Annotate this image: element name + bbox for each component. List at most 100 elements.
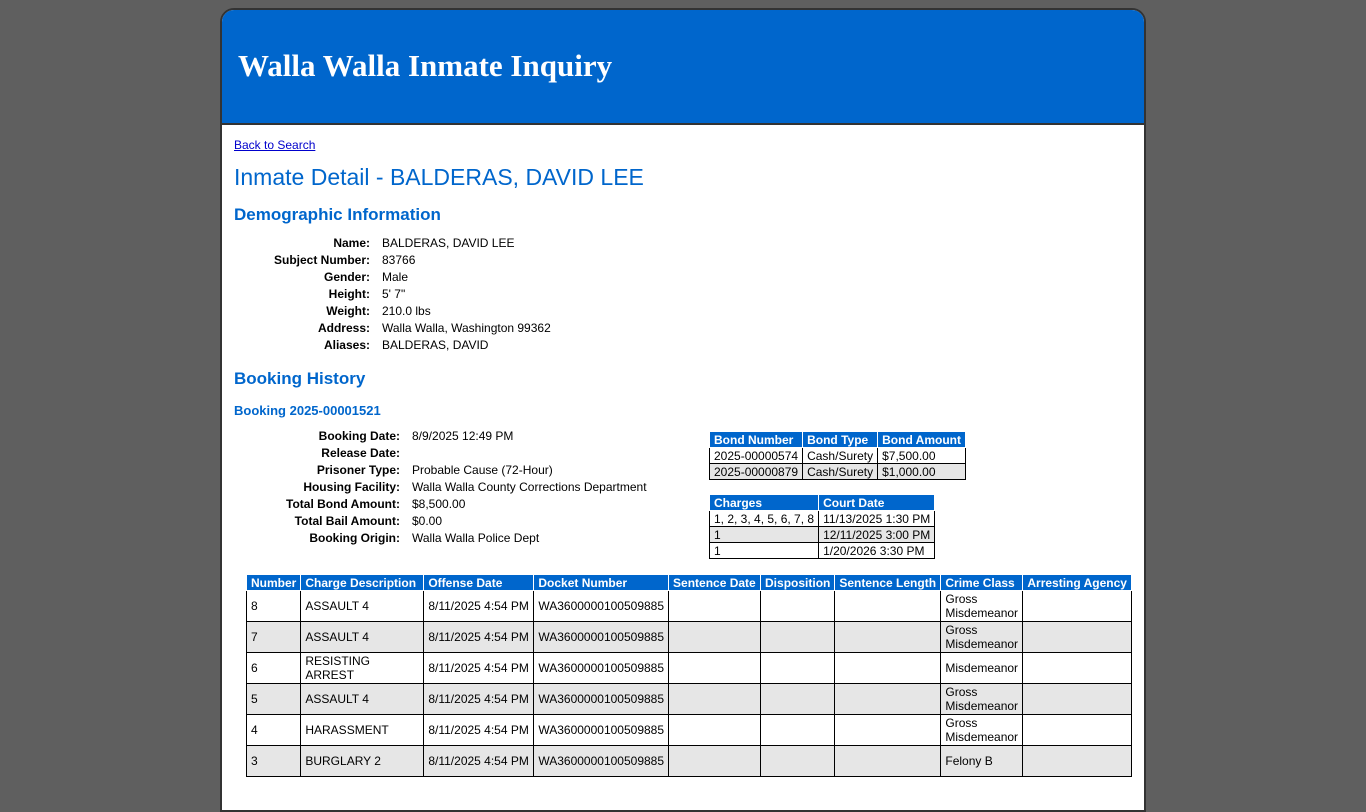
- table-cell: [1022, 652, 1133, 684]
- table-cell: 8/11/2025 4:54 PM: [423, 683, 535, 715]
- booking-row: Prisoner Type: Probable Cause (72-Hour): [246, 463, 647, 480]
- charge-row: 5 ASSAULT 4 8/11/2025 4:54 PM WA36000001005…: [245, 683, 1133, 715]
- column-header: Court Date: [818, 495, 936, 511]
- table-cell: [834, 652, 942, 684]
- charge-row: 7 ASSAULT 4 8/11/2025 4:54 PM WA36000001005…: [245, 621, 1133, 653]
- field-value: BALDERAS, DAVID LEE: [382, 236, 515, 250]
- column-header: Offense Date: [423, 575, 535, 591]
- demographic-row: Height: 5' 7": [246, 287, 551, 304]
- table-cell: 2025-00000879: [708, 463, 804, 480]
- field-value: $0.00: [412, 514, 443, 528]
- table-cell: [834, 621, 942, 653]
- field-value: Walla Walla Police Dept: [412, 531, 540, 545]
- table-cell: WA3600000100509885: [533, 652, 670, 684]
- booking-row: Housing Facility: Walla Walla County Corr…: [246, 480, 647, 497]
- field-label: Booking Origin:: [309, 531, 400, 545]
- booking-row: Booking Date: 8/9/2025 12:49 PM: [246, 429, 647, 446]
- table-cell: [760, 745, 836, 777]
- field-label: Booking Date:: [318, 429, 400, 443]
- site-title: Walla Walla Inmate Inquiry: [238, 48, 613, 83]
- field-label: Subject Number:: [273, 253, 370, 267]
- table-cell: WA3600000100509885: [533, 714, 670, 746]
- table-cell: Cash/Surety: [802, 447, 879, 464]
- table-cell: Cash/Surety: [802, 463, 879, 480]
- field-label: Release Date:: [321, 446, 400, 460]
- column-header: Charges: [708, 495, 820, 511]
- table-cell: [760, 683, 836, 715]
- field-value: 83766: [382, 253, 416, 267]
- field-value: 8/9/2025 12:49 PM: [412, 429, 514, 443]
- table-cell: [668, 590, 762, 622]
- field-label: Gender:: [323, 270, 370, 284]
- table-cell: WA3600000100509885: [533, 683, 670, 715]
- table-cell: 8: [245, 590, 302, 622]
- field-value: Walla Walla County Corrections Departmen…: [412, 480, 647, 494]
- demographics-heading: Demographic Information: [234, 205, 441, 224]
- table-cell: [834, 590, 942, 622]
- table-cell: ASSAULT 4: [300, 683, 425, 715]
- page-title: Inmate Detail - BALDERAS, DAVID LEE: [234, 164, 644, 190]
- demographic-row: Address: Walla Walla, Washington 99362: [246, 321, 551, 338]
- field-value: Walla Walla, Washington 99362: [382, 321, 551, 335]
- charge-row: 8 ASSAULT 4 8/11/2025 4:54 PM WA36000001005…: [245, 590, 1133, 622]
- table-cell: Gross Misdemeanor: [940, 590, 1024, 622]
- bond-row: 2025-00000574 Cash/Surety $7,500.00: [708, 447, 966, 464]
- table-cell: WA3600000100509885: [533, 745, 670, 777]
- demographic-row: Subject Number: 83766: [246, 253, 551, 270]
- table-cell: [1022, 745, 1133, 777]
- page-container: Walla Walla Inmate Inquiry Back to Searc…: [220, 8, 1146, 812]
- table-cell: Gross Misdemeanor: [940, 714, 1024, 746]
- column-header: Charge Description: [300, 575, 425, 591]
- charge-row: 4 HARASSMENT 8/11/2025 4:54 PM WA3600000100…: [245, 714, 1133, 746]
- field-label: Housing Facility:: [303, 480, 400, 494]
- table-cell: 3: [245, 745, 302, 777]
- demographic-row: Name: BALDERAS, DAVID LEE: [246, 236, 551, 253]
- field-label: Name:: [333, 236, 370, 250]
- bond-row: 2025-00000879 Cash/Surety $1,000.00: [708, 463, 966, 480]
- table-cell: ASSAULT 4: [300, 590, 425, 622]
- table-cell: 1: [708, 526, 820, 543]
- field-value: 5' 7": [382, 287, 406, 301]
- column-header: Disposition: [760, 575, 836, 591]
- table-cell: 2025-00000574: [708, 447, 804, 464]
- table-cell: 1: [708, 542, 820, 559]
- column-header: Bond Amount: [877, 432, 966, 448]
- table-cell: 8/11/2025 4:54 PM: [423, 590, 535, 622]
- table-cell: 12/11/2025 3:00 PM: [818, 526, 936, 543]
- charge-row: 3 BURGLARY 2 8/11/2025 4:54 PM WA3600000100…: [245, 745, 1133, 777]
- court-date-row: 1, 2, 3, 4, 5, 6, 7, 8 11/13/2025 1:30 PM: [708, 510, 936, 527]
- booking-heading: Booking 2025-00001521: [234, 403, 381, 418]
- table-cell: [1022, 590, 1133, 622]
- booking-row: Booking Origin: Walla Walla Police Dept: [246, 531, 647, 548]
- column-header: Crime Class: [940, 575, 1024, 591]
- table-cell: [668, 745, 762, 777]
- field-value: $8,500.00: [412, 497, 466, 511]
- table-cell: Misdemeanor: [940, 652, 1024, 684]
- back-to-search-link[interactable]: Back to Search: [234, 138, 316, 152]
- table-cell: [1022, 683, 1133, 715]
- table-cell: [760, 621, 836, 653]
- booking-row: Total Bond Amount: $8,500.00: [246, 497, 647, 514]
- demographic-row: Gender: Male: [246, 270, 551, 287]
- booking-row: Release Date:: [246, 446, 647, 463]
- table-cell: [760, 652, 836, 684]
- charge-row: 6 RESISTING ARREST 8/11/2025 4:54 PM WA3600…: [245, 652, 1133, 684]
- column-header: Docket Number: [533, 575, 670, 591]
- table-cell: [760, 590, 836, 622]
- field-value: BALDERAS, DAVID: [382, 338, 489, 352]
- table-cell: 4: [245, 714, 302, 746]
- table-cell: [834, 683, 942, 715]
- field-label: Address:: [317, 321, 370, 335]
- table-cell: [668, 714, 762, 746]
- table-cell: WA3600000100509885: [533, 621, 670, 653]
- column-header: Arresting Agency: [1022, 575, 1133, 591]
- table-cell: BURGLARY 2: [300, 745, 425, 777]
- field-label: Weight:: [326, 304, 370, 318]
- field-label: Height:: [328, 287, 370, 301]
- table-cell: 8/11/2025 4:54 PM: [423, 714, 535, 746]
- table-cell: $1,000.00: [877, 463, 966, 480]
- booking-details-table: Booking Date: 8/9/2025 12:49 PM Release Da…: [246, 429, 647, 548]
- table-cell: RESISTING ARREST: [300, 652, 425, 684]
- table-cell: Felony B: [940, 745, 1024, 777]
